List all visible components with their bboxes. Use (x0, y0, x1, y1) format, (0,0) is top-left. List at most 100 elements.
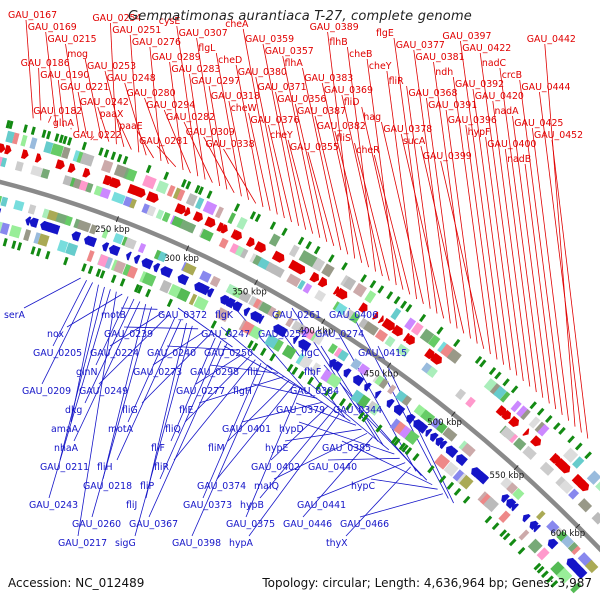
gene-label-forward[interactable]: GAU_0425 (514, 118, 563, 129)
gene-label-reverse[interactable]: GAU_0344 (333, 405, 382, 416)
gene-label-reverse[interactable]: GAU_0249 (79, 386, 128, 397)
gene-label-reverse[interactable]: flhF (304, 367, 321, 378)
gene-label-forward[interactable]: GAU_0397 (442, 31, 491, 42)
gene-label-forward[interactable]: GAU_0280 (127, 88, 176, 99)
gene-label-forward[interactable]: GAU_0307 (179, 28, 228, 39)
gene-label-forward[interactable]: mog (67, 49, 88, 60)
gene-label-reverse[interactable]: GAU_0260 (72, 519, 121, 530)
gene-label-forward[interactable]: GAU_0167 (8, 10, 57, 21)
gene-label-reverse[interactable]: GAU_0243 (29, 500, 78, 511)
gene-label-reverse[interactable]: maIQ (254, 481, 279, 492)
gene-label-forward[interactable]: flhB (329, 37, 347, 48)
gene-label-forward[interactable]: fliS (337, 133, 352, 144)
gene-label-reverse[interactable]: GAU_0274 (315, 329, 364, 340)
gene-label-forward[interactable]: GAU_0442 (527, 34, 576, 45)
gene-label-forward[interactable]: GAU_0396 (448, 115, 497, 126)
gene-label-reverse[interactable]: GAU_0211 (40, 462, 89, 473)
gene-label-forward[interactable]: GAU_0377 (396, 40, 445, 51)
gene-label-forward[interactable]: GAU_0182 (33, 106, 82, 117)
gene-label-forward[interactable]: GAU_0392 (455, 79, 504, 90)
gene-label-reverse[interactable]: motA (108, 424, 134, 435)
gene-label-reverse[interactable]: sigG (115, 538, 136, 549)
gene-label-forward[interactable]: nadA (495, 106, 520, 117)
gene-label-reverse[interactable]: hypC (351, 481, 375, 492)
gene-label-forward[interactable]: GAU_0369 (324, 85, 373, 96)
gene-label-reverse[interactable]: GAU_0375 (226, 519, 275, 530)
gene-label-reverse[interactable]: GAU_0406 (329, 310, 378, 321)
gene-label-forward[interactable]: crcB (502, 70, 522, 81)
gene-label-forward[interactable]: GAU_0248 (107, 73, 156, 84)
gene-label-forward[interactable]: GAU_0391 (428, 100, 477, 111)
gene-label-forward[interactable]: GAU_0253 (87, 61, 136, 72)
gene-label-reverse[interactable]: GAU_0466 (340, 519, 389, 530)
gene-label-reverse[interactable]: GAU_0217 (58, 538, 107, 549)
gene-label-reverse[interactable]: GAU_0440 (308, 462, 357, 473)
gene-label-reverse[interactable]: GAU_0209 (22, 386, 71, 397)
gene-label-forward[interactable]: GAU_0276 (132, 37, 181, 48)
gene-label-forward[interactable]: GAU_0318 (211, 91, 260, 102)
gene-label-forward[interactable]: GAU_0452 (534, 130, 583, 141)
gene-label-forward[interactable]: GAU_0383 (304, 73, 353, 84)
gene-label-reverse[interactable]: hypE (265, 443, 288, 454)
gene-label-forward[interactable]: GAU_0355 (290, 142, 339, 153)
gene-label-forward[interactable]: GAU_0359 (245, 34, 294, 45)
gene-label-forward[interactable]: GAU_0281 (139, 136, 188, 147)
gene-label-forward[interactable]: cheR (356, 145, 380, 156)
gene-label-reverse[interactable]: hypD (279, 424, 304, 435)
gene-label-forward[interactable]: GAU_0186 (21, 58, 70, 69)
gene-label-forward[interactable]: glnA (53, 118, 74, 129)
gene-label-forward[interactable]: hypF (468, 127, 491, 138)
gene-label-forward[interactable]: nadB (507, 154, 531, 165)
gene-label-forward[interactable]: GAU_0283 (171, 64, 220, 75)
gene-label-reverse[interactable]: hypB (240, 500, 264, 511)
gene-label-reverse[interactable]: flgH (233, 386, 252, 397)
gene-label-reverse[interactable]: GAU_0367 (129, 519, 178, 530)
gene-label-reverse[interactable]: GAU_0298 (190, 367, 239, 378)
gene-label-reverse[interactable]: GAU_0261 (272, 310, 321, 321)
gene-label-forward[interactable]: GAU_0371 (258, 82, 307, 93)
gene-label-forward[interactable]: GAU_0380 (238, 67, 287, 78)
gene-label-reverse[interactable]: glnN (76, 367, 98, 378)
gene-label-forward[interactable]: GAU_0382 (317, 121, 366, 132)
gene-label-forward[interactable]: sucA (403, 136, 426, 147)
gene-label-forward[interactable]: GAU_0297 (191, 76, 240, 87)
gene-label-forward[interactable]: hag (363, 112, 381, 123)
gene-label-forward[interactable]: GAU_0282 (166, 112, 215, 123)
gene-label-reverse[interactable]: GAU_0252 (258, 329, 307, 340)
gene-label-forward[interactable]: GAU_0289 (152, 52, 201, 63)
gene-label-forward[interactable]: cheD (218, 55, 242, 66)
gene-label-reverse[interactable]: thyX (326, 538, 348, 549)
gene-label-reverse[interactable]: GAU_0415 (358, 348, 407, 359)
gene-label-reverse[interactable]: GAU_0372 (158, 310, 207, 321)
gene-label-reverse[interactable]: fliG (122, 405, 138, 416)
gene-label-forward[interactable]: cheB (349, 49, 372, 60)
gene-label-forward[interactable]: paaE (119, 121, 142, 132)
gene-label-forward[interactable]: GAU_0444 (521, 82, 570, 93)
gene-label-forward[interactable]: GAU_0399 (423, 151, 472, 162)
gene-label-forward[interactable]: GAU_0387 (297, 106, 346, 117)
gene-label-reverse[interactable]: fliP (140, 481, 155, 492)
gene-label-forward[interactable]: GAU_0294 (146, 100, 195, 111)
gene-label-reverse[interactable]: amaA (51, 424, 79, 435)
gene-label-reverse[interactable]: GAU_0240 (147, 348, 196, 359)
gene-label-reverse[interactable]: GAU_0384 (290, 386, 339, 397)
gene-label-reverse[interactable]: fliQ (165, 424, 181, 435)
gene-label-reverse[interactable]: GAU_0374 (197, 481, 246, 492)
gene-label-forward[interactable]: GAU_0221 (60, 82, 109, 93)
gene-label-forward[interactable]: cheW (231, 103, 257, 114)
gene-label-reverse[interactable]: GAU_0239 (104, 329, 153, 340)
gene-label-forward[interactable]: fliR (389, 76, 405, 87)
gene-label-forward[interactable]: GAU_0169 (28, 22, 77, 33)
gene-label-forward[interactable]: ndh (435, 67, 453, 78)
gene-label-reverse[interactable]: fliM (208, 443, 225, 454)
gene-label-forward[interactable]: GAU_0254 (92, 13, 141, 24)
gene-label-reverse[interactable]: GAU_0247 (201, 329, 250, 340)
gene-label-reverse[interactable]: GAU_0379 (276, 405, 325, 416)
gene-label-reverse[interactable]: fliJ (126, 500, 137, 511)
gene-label-forward[interactable]: GAU_0338 (206, 139, 255, 150)
gene-label-forward[interactable]: GAU_0251 (112, 25, 161, 36)
gene-label-forward[interactable]: GAU_0190 (40, 70, 89, 81)
gene-label-reverse[interactable]: fliL (247, 367, 262, 378)
gene-label-forward[interactable]: GAU_0378 (383, 124, 432, 135)
gene-label-forward[interactable]: GAU_0368 (408, 88, 457, 99)
